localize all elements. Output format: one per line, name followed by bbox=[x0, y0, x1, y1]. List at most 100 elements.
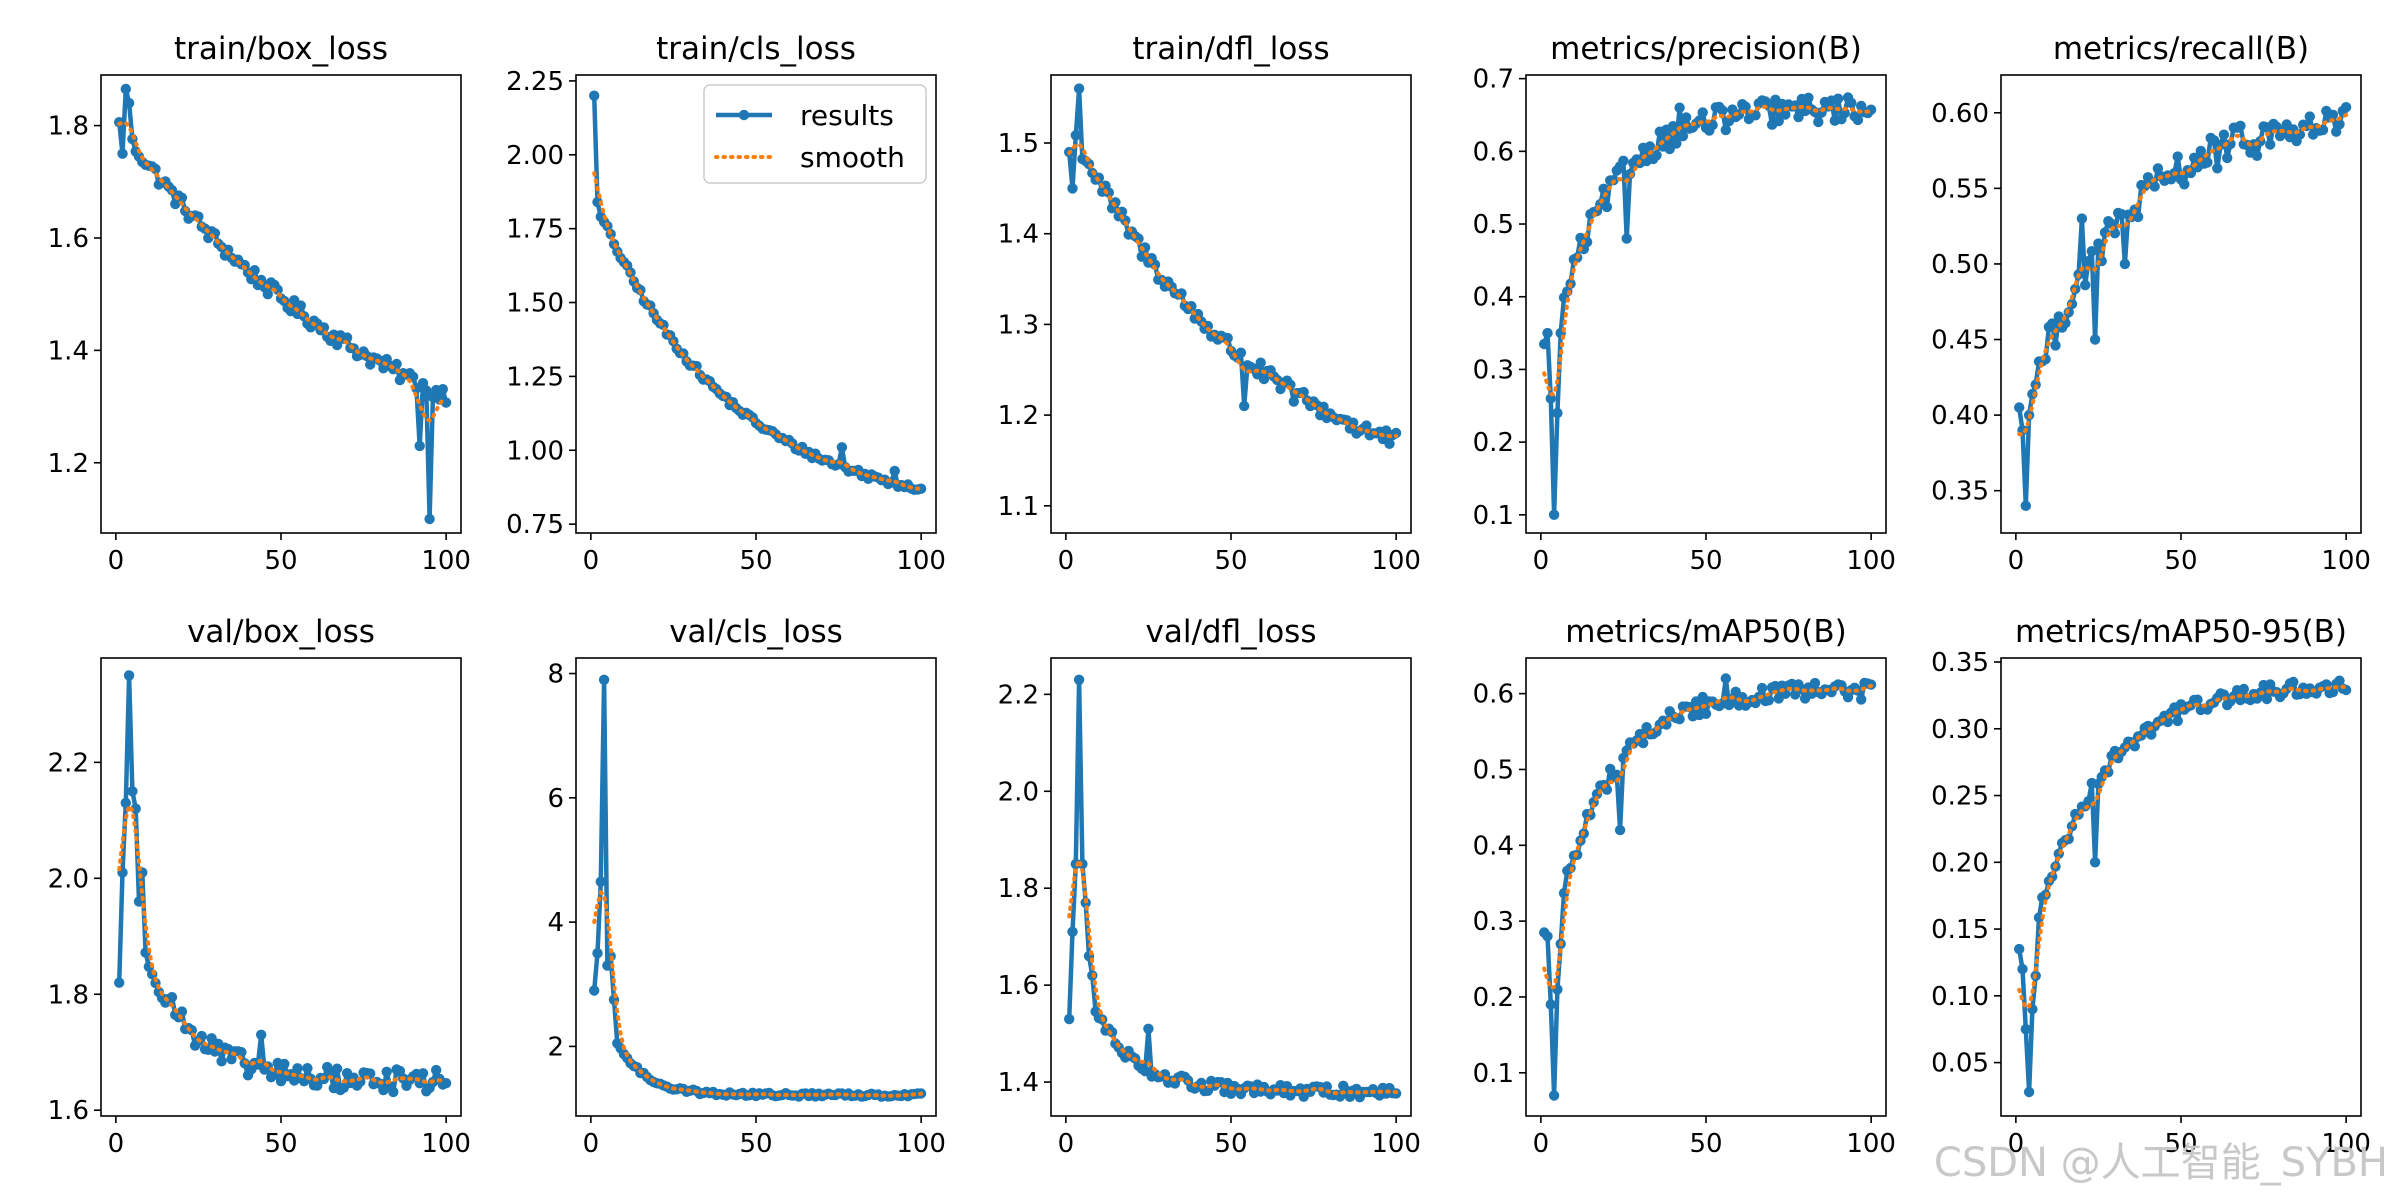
chart-panel: val/dfl_loss 0 50 100 1.4 1.6 1.8 2.0 2.2 bbox=[998, 614, 1421, 1159]
y-tick-label: 0.5 bbox=[1473, 210, 1514, 240]
results-point bbox=[2334, 119, 2345, 130]
results-point bbox=[1548, 1090, 1560, 1101]
results-point bbox=[2334, 675, 2345, 686]
y-tick-label: 1.6 bbox=[998, 971, 1039, 1001]
y-tick-label: 0.50 bbox=[1931, 250, 1989, 280]
results-point bbox=[589, 985, 600, 996]
chart-title: metrics/recall(B) bbox=[2053, 31, 2309, 67]
y-tick-label: 0.1 bbox=[1473, 1059, 1514, 1089]
y-tick-label: 1.25 bbox=[506, 362, 564, 392]
x-tick-label: 100 bbox=[421, 1129, 471, 1159]
results-point bbox=[1064, 1013, 1075, 1025]
x-tick-label: 0 bbox=[1058, 1129, 1075, 1159]
results-point bbox=[2017, 963, 2028, 975]
legend-smooth-label: smooth bbox=[800, 141, 905, 174]
results-point bbox=[2020, 500, 2032, 511]
smooth-line bbox=[1542, 104, 1874, 397]
results-point bbox=[1611, 769, 1623, 780]
results-point bbox=[424, 513, 435, 525]
chart-panel: metrics/recall(B) 0 50 100 0.35 0.40 0.45 0.50 0… bbox=[1931, 31, 2371, 576]
results-point bbox=[331, 1063, 343, 1074]
results-point bbox=[1674, 102, 1685, 113]
y-tick-label: 0.55 bbox=[1931, 174, 1989, 204]
results-point bbox=[2152, 163, 2164, 174]
x-tick-label: 0 bbox=[583, 546, 600, 576]
results-point bbox=[2218, 129, 2230, 140]
y-tick-label: 0.20 bbox=[1931, 848, 1989, 878]
results-point bbox=[216, 1056, 227, 1067]
results-point bbox=[2172, 151, 2183, 162]
smooth-line bbox=[1067, 142, 1399, 439]
y-tick-label: 0.7 bbox=[1473, 65, 1514, 95]
results-point bbox=[2251, 150, 2263, 161]
x-tick-label: 0 bbox=[1533, 546, 1550, 576]
chart-title: val/dfl_loss bbox=[1146, 614, 1317, 650]
results-point bbox=[123, 670, 135, 681]
x-tick-label: 0 bbox=[583, 1129, 600, 1159]
legend-results-label: results bbox=[800, 99, 894, 132]
chart-panel: metrics/precision(B) 0 50 100 0.1 0.2 0.3 0.4 0.… bbox=[1473, 31, 1896, 576]
results-point bbox=[2089, 857, 2101, 868]
y-tick-label: 1.8 bbox=[48, 980, 89, 1010]
x-tick-label: 50 bbox=[2164, 546, 2197, 576]
y-tick-label: 2.25 bbox=[506, 67, 564, 97]
x-tick-label: 0 bbox=[1533, 1129, 1550, 1159]
results-point bbox=[1780, 109, 1791, 120]
results-point bbox=[1618, 155, 1629, 166]
y-tick-label: 2.0 bbox=[48, 864, 89, 894]
y-tick-label: 2.00 bbox=[506, 141, 564, 171]
results-point bbox=[2149, 181, 2160, 192]
smooth-line bbox=[592, 889, 924, 1098]
results-point bbox=[2202, 157, 2213, 168]
results-point bbox=[431, 1064, 442, 1076]
x-tick-label: 100 bbox=[2321, 546, 2371, 576]
results-point bbox=[589, 90, 600, 101]
results-point bbox=[1361, 420, 1372, 431]
results-point bbox=[2076, 213, 2088, 224]
plot-area bbox=[1064, 674, 1402, 1103]
results-point bbox=[836, 442, 848, 453]
results-point bbox=[2014, 402, 2025, 413]
x-tick-label: 100 bbox=[1846, 1129, 1896, 1159]
results-point bbox=[1601, 201, 1613, 213]
results-point bbox=[602, 960, 613, 971]
results-point bbox=[2083, 255, 2094, 267]
results-point bbox=[123, 97, 135, 109]
results-point bbox=[915, 483, 927, 494]
results-point bbox=[691, 360, 702, 372]
chart-title: metrics/precision(B) bbox=[1550, 31, 1862, 67]
results-point bbox=[1839, 107, 1850, 119]
panel-grid: train/box_loss 0 50 100 1.2 1.4 1.6 1.8 train/cl… bbox=[48, 31, 2371, 1159]
y-tick-label: 8 bbox=[547, 660, 564, 690]
results-point bbox=[2238, 683, 2249, 695]
y-tick-label: 0.45 bbox=[1931, 326, 1989, 356]
results-point bbox=[1239, 400, 1250, 412]
y-tick-label: 1.00 bbox=[506, 436, 564, 466]
results-point bbox=[598, 674, 610, 685]
y-tick-label: 0.5 bbox=[1473, 755, 1514, 785]
y-tick-label: 1.8 bbox=[48, 112, 89, 142]
results-point bbox=[114, 977, 125, 988]
smooth-line bbox=[1067, 854, 1399, 1096]
y-tick-label: 0.2 bbox=[1473, 428, 1514, 458]
results-point bbox=[2014, 943, 2025, 955]
y-tick-label: 0.4 bbox=[1473, 831, 1514, 861]
results-point bbox=[1073, 674, 1085, 685]
results-point bbox=[1832, 93, 1844, 104]
results-point bbox=[1813, 116, 1824, 128]
results-point bbox=[1809, 677, 1821, 689]
y-tick-label: 0.3 bbox=[1473, 355, 1514, 385]
plot-area bbox=[114, 670, 452, 1098]
legend: results smooth bbox=[703, 84, 927, 184]
y-tick-label: 0.30 bbox=[1931, 715, 1989, 745]
y-tick-label: 0.3 bbox=[1473, 907, 1514, 937]
results-point bbox=[2327, 109, 2339, 121]
results-point bbox=[2261, 693, 2273, 705]
results-point bbox=[1700, 708, 1712, 719]
results-point bbox=[421, 385, 432, 396]
results-point bbox=[2047, 318, 2058, 329]
chart-title: metrics/mAP50(B) bbox=[1565, 614, 1846, 650]
results-point bbox=[1348, 417, 1359, 428]
results-point bbox=[1384, 438, 1395, 449]
